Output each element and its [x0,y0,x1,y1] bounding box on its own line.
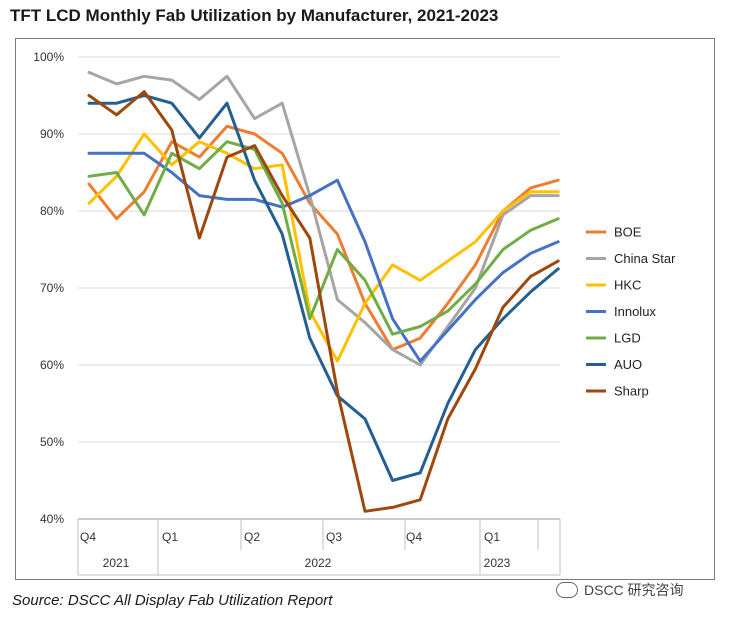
legend-label-lgd: LGD [614,331,641,346]
y-tick-label: 90% [40,127,64,141]
series-line-auo [87,94,560,482]
legend-label-sharp: Sharp [614,384,649,399]
x-quarter-label: Q3 [326,530,342,544]
x-year-label: 2022 [305,556,332,570]
chart-title: TFT LCD Monthly Fab Utilization by Manuf… [10,6,499,25]
x-quarter-label: Q4 [406,530,422,544]
x-quarter-label: Q2 [244,530,260,544]
legend-label-innolux: Innolux [614,304,656,319]
series-line-china-star [87,70,560,367]
source-note: Source: DSCC All Display Fab Utilization… [12,592,333,609]
x-quarter-label: Q1 [162,530,178,544]
y-tick-label: 100% [33,50,64,64]
chart-frame [15,38,715,580]
series-line-hkc [87,132,560,363]
y-tick-label: 70% [40,281,64,295]
x-year-label: 2021 [103,556,130,570]
legend-label-china-star: China Star [614,251,676,266]
legend-label-boe: BOE [614,225,642,240]
legend-label-auo: AUO [614,357,642,372]
x-year-label: 2023 [484,556,511,570]
y-tick-label: 40% [40,512,64,526]
x-quarter-label: Q4 [80,530,96,544]
y-tick-label: 50% [40,435,64,449]
series-line-lgd [87,140,560,336]
watermark: DSCC 研究咨询 [556,580,684,600]
series-line-boe [87,124,560,352]
legend-label-hkc: HKC [614,278,641,293]
y-tick-label: 60% [40,358,64,372]
watermark-text: DSCC 研究咨询 [584,582,684,598]
series-line-innolux [87,151,560,363]
wechat-icon [556,582,578,598]
series-line-sharp [87,90,560,513]
y-tick-label: 80% [40,204,64,218]
x-quarter-label: Q1 [484,530,500,544]
